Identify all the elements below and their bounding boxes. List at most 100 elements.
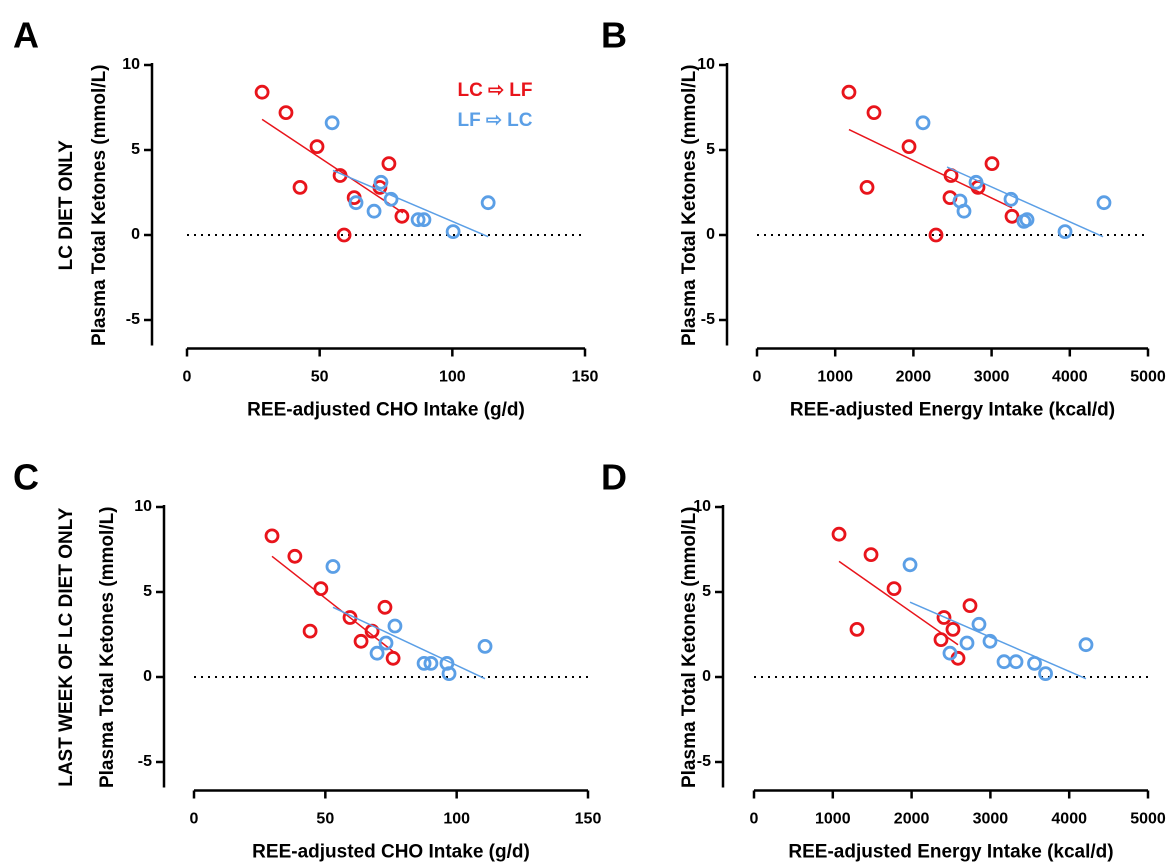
point <box>959 635 975 651</box>
point <box>480 195 496 211</box>
point <box>353 633 369 649</box>
x-tick-label: 3000 <box>974 369 1010 386</box>
x-axis-label: REE-adjusted CHO Intake (g/d) <box>252 842 530 863</box>
point <box>945 622 961 637</box>
point <box>324 115 340 131</box>
point <box>387 618 403 634</box>
x-tick-label: 4000 <box>1052 369 1088 386</box>
point <box>302 623 318 639</box>
x-tick-label: 5000 <box>1130 811 1166 828</box>
fit-line <box>838 560 959 646</box>
fit-line <box>332 169 489 238</box>
y-axis-label: Plasma Total Ketones (mmol/L) <box>679 506 700 788</box>
point <box>863 547 879 562</box>
y-tick-label: 0 <box>131 226 140 243</box>
x-axis-label: REE-adjusted Energy Intake (kcal/d) <box>790 400 1115 421</box>
y-tick-label: -5 <box>701 311 715 328</box>
point <box>373 174 389 190</box>
y-tick-label: 5 <box>702 583 711 600</box>
point <box>936 610 952 625</box>
y-tick-label: -5 <box>697 753 711 770</box>
fit-line <box>909 601 1087 680</box>
y-tick-label: -5 <box>126 311 140 328</box>
x-axis-label: REE-adjusted CHO Intake (g/d) <box>247 400 525 421</box>
y-tick-label: 5 <box>143 583 152 600</box>
x-tick-label: 2000 <box>894 811 930 828</box>
point <box>962 598 978 613</box>
legend-entry: LC ⇨ LF <box>457 80 532 101</box>
point <box>313 581 329 596</box>
x-tick-label: 0 <box>183 369 192 386</box>
x-tick-label: 4000 <box>1051 811 1087 828</box>
x-tick-label: 50 <box>311 369 329 386</box>
point <box>254 84 270 100</box>
point <box>928 227 944 243</box>
panel-label: C <box>13 457 39 498</box>
fit-line <box>848 128 1013 209</box>
point <box>831 526 847 542</box>
x-tick-label: 1000 <box>815 811 851 828</box>
panel-label: B <box>601 15 627 56</box>
point <box>385 650 401 666</box>
point <box>971 616 987 632</box>
point <box>849 622 865 637</box>
x-tick-label: 0 <box>750 811 759 828</box>
x-axis-label: REE-adjusted Energy Intake (kcal/d) <box>788 842 1113 863</box>
point <box>348 195 364 211</box>
point <box>416 212 432 228</box>
fit-line <box>261 118 404 214</box>
point <box>287 548 303 564</box>
point <box>859 179 875 195</box>
y-tick-label: 0 <box>706 226 715 243</box>
y-tick-label: 0 <box>702 668 711 685</box>
point <box>309 139 325 155</box>
y-axis-label: Plasma Total Ketones (mmol/L) <box>89 64 110 346</box>
point <box>1038 666 1053 681</box>
point <box>841 84 857 100</box>
point <box>416 656 432 671</box>
y-tick-label: 10 <box>697 56 715 73</box>
x-tick-label: 2000 <box>896 369 932 386</box>
point <box>886 581 902 596</box>
y-tick-label: 5 <box>131 141 140 158</box>
legend-entry: LF ⇨ LC <box>457 110 532 131</box>
point <box>1027 656 1042 671</box>
point <box>292 179 308 195</box>
point <box>278 105 294 120</box>
x-tick-label: 0 <box>753 369 762 386</box>
x-tick-label: 0 <box>190 811 199 828</box>
y-tick-label: 0 <box>143 668 152 685</box>
point <box>377 599 393 615</box>
point <box>982 633 998 649</box>
y-tick-label: 10 <box>693 498 711 515</box>
point <box>423 656 439 671</box>
y-tick-label: 10 <box>122 56 140 73</box>
x-tick-label: 100 <box>443 811 470 828</box>
point <box>1057 224 1073 240</box>
y-axis-label: Plasma Total Ketones (mmol/L) <box>97 506 118 788</box>
point <box>866 105 882 120</box>
point <box>264 528 280 544</box>
point <box>477 639 493 654</box>
point <box>996 654 1012 670</box>
point <box>1019 212 1035 228</box>
fit-line <box>946 166 1104 238</box>
point <box>410 212 426 228</box>
point <box>901 139 917 155</box>
point <box>394 208 410 224</box>
y-tick-label: 10 <box>134 498 152 515</box>
point <box>445 224 461 240</box>
y-tick-label: 5 <box>706 141 715 158</box>
point <box>383 191 399 207</box>
point <box>1096 195 1112 211</box>
point <box>1004 208 1020 224</box>
point <box>369 645 385 661</box>
point <box>1078 637 1094 653</box>
point <box>366 203 382 219</box>
point <box>1003 191 1019 207</box>
y-axis-label: Plasma Total Ketones (mmol/L) <box>679 64 700 346</box>
point <box>915 115 931 131</box>
point <box>378 635 394 651</box>
y-tick-label: -5 <box>138 753 152 770</box>
